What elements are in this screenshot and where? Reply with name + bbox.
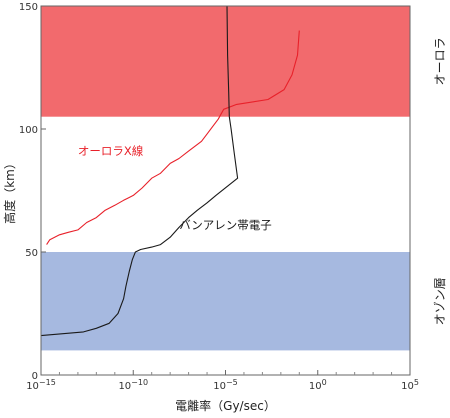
x-tick-label-2: 10−5 (213, 378, 238, 392)
series-line-0 (46, 30, 300, 245)
band-label-0: オーロラ (433, 37, 447, 85)
aurora-xray-annotation: オーロラX線 (78, 144, 144, 158)
series-line-1 (40, 5, 239, 337)
x-tick-label-3: 100 (309, 378, 327, 392)
x-tick-label-1: 10−10 (118, 378, 148, 392)
band-label-1: オゾン層 (433, 277, 447, 325)
y-tick-label-1: 50 (25, 248, 38, 259)
bands-layer (41, 6, 410, 351)
y-tick-label-3: 150 (19, 2, 38, 13)
y-axis-title: 高度（km） (2, 157, 17, 224)
x-tick-label-0: 10−15 (26, 378, 56, 392)
band-1 (41, 252, 410, 351)
x-tick-label-4: 105 (401, 378, 419, 392)
series-layer (40, 5, 300, 337)
x-axis-title: 電離率（Gy/sec） (175, 398, 276, 413)
band-0 (41, 6, 410, 117)
y-tick-label-2: 100 (19, 125, 38, 136)
ticks-layer: 10−15 10−10 10−5 100 105 0 50 100 150 (19, 2, 419, 392)
van-allen-annotation: バンアレン帯電子 (179, 218, 272, 232)
y-tick-label-0: 0 (32, 371, 38, 382)
